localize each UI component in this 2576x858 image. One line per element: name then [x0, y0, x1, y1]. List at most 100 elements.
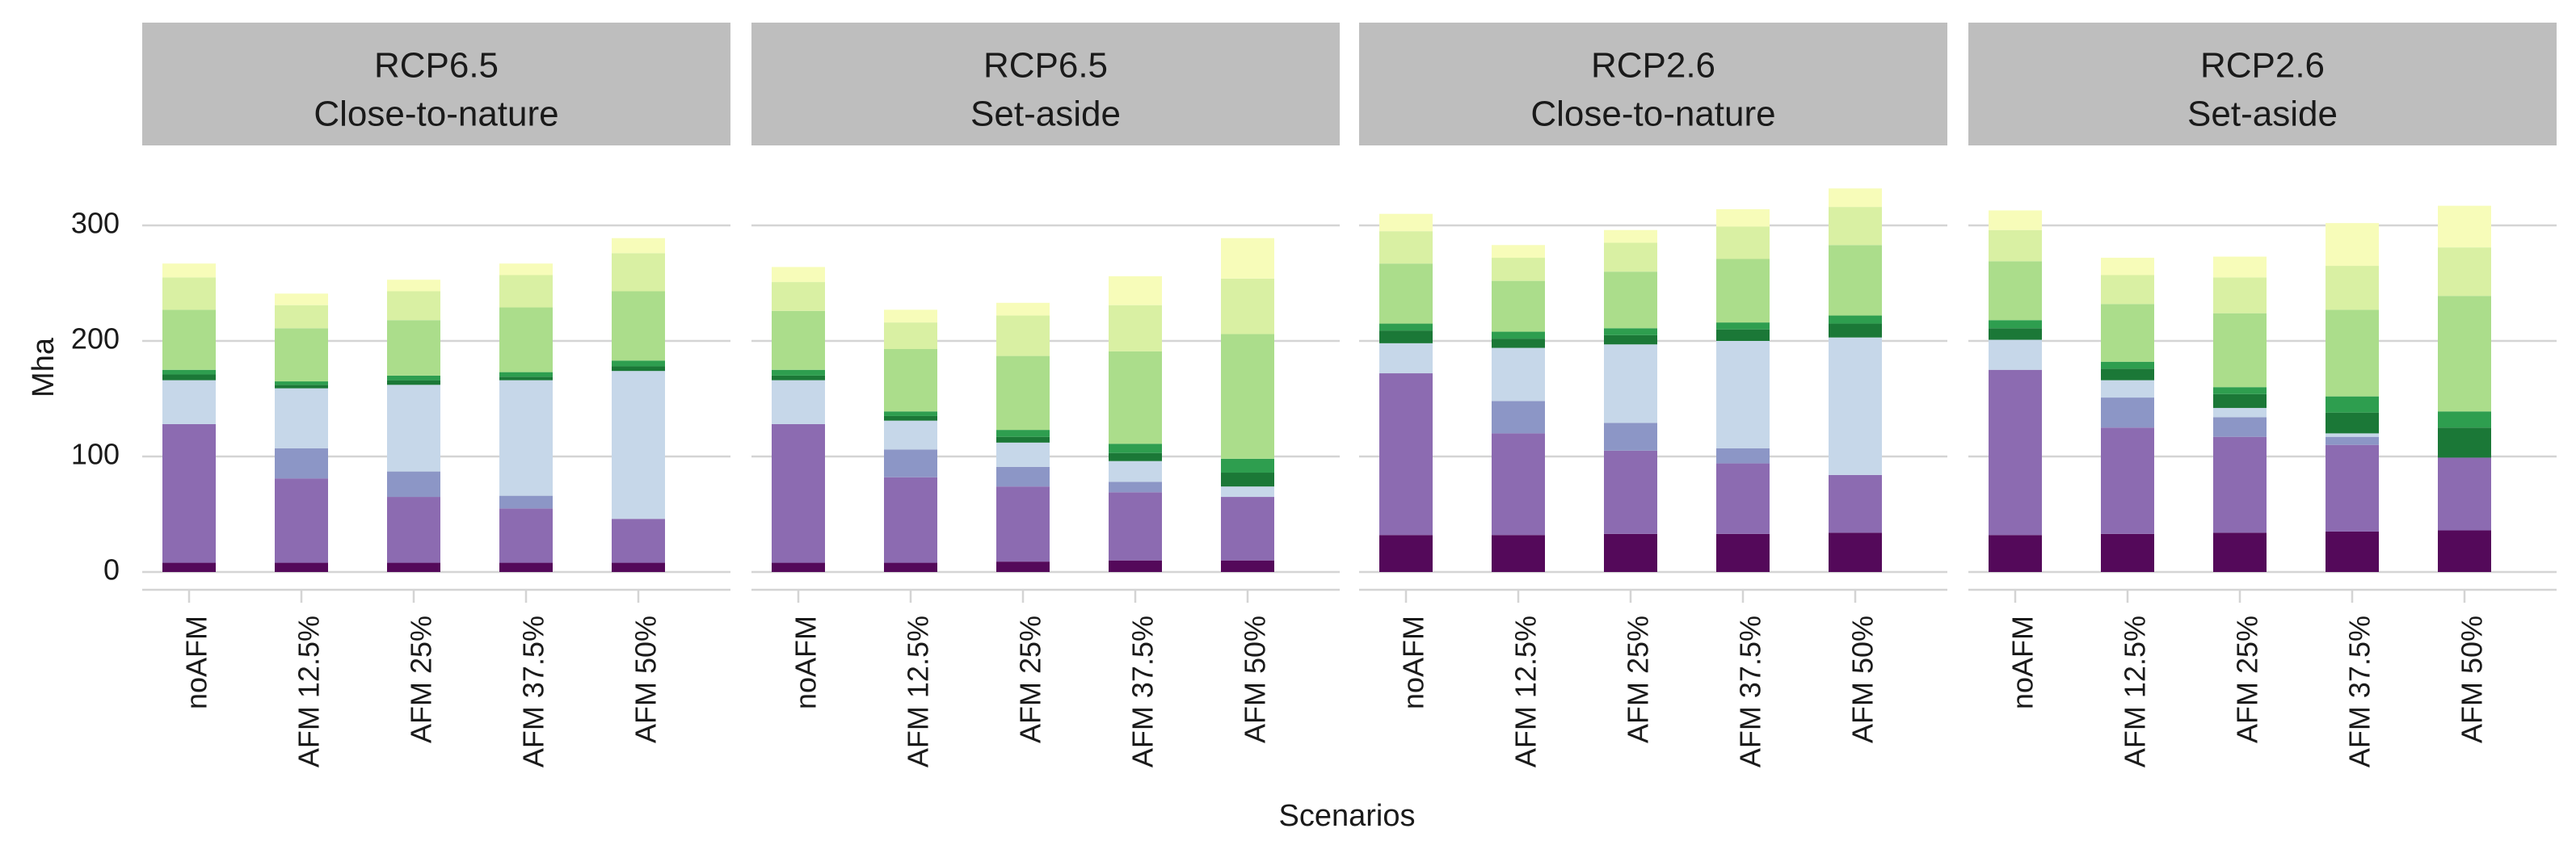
bar-segment	[1989, 535, 2042, 572]
bar-segment	[275, 328, 328, 382]
x-tick-label: AFM 50%	[2456, 616, 2489, 743]
bar-segment	[772, 380, 825, 424]
y-tick-label: 300	[71, 207, 120, 240]
bar-segment	[1109, 452, 1162, 461]
bar-segment	[1492, 347, 1545, 402]
bar-segment	[2326, 396, 2379, 413]
x-tick-label: AFM 37.5%	[1734, 616, 1767, 768]
bar-segment	[1492, 280, 1545, 332]
bar-segment	[275, 293, 328, 305]
bar-segment	[387, 471, 440, 498]
facet-title-line2: Set-aside	[970, 95, 1121, 134]
bar-segment	[275, 388, 328, 448]
bar-segment	[162, 423, 216, 563]
bar-segment	[2213, 407, 2267, 418]
bar-segment	[1492, 433, 1545, 536]
bar-segment	[1604, 533, 1657, 572]
facet-strip	[1968, 23, 2557, 145]
bar-segment	[612, 366, 665, 372]
bar-segment	[2326, 433, 2379, 437]
bar-segment	[1716, 226, 1770, 259]
bar-segment	[275, 562, 328, 572]
bar-segment	[2326, 436, 2379, 445]
bar-segment	[2213, 417, 2267, 437]
bar-segment	[1829, 337, 1882, 475]
facet-title-line2: Close-to-nature	[1530, 95, 1775, 134]
bar-segment	[612, 519, 665, 563]
bar-segment	[996, 430, 1050, 437]
bar-segment	[387, 280, 440, 292]
y-tick-label: 200	[71, 322, 120, 355]
bar-segment	[275, 381, 328, 385]
x-tick-label: noAFM	[789, 616, 823, 709]
bar-segment	[1379, 263, 1433, 324]
bar-segment	[1604, 242, 1657, 272]
facet-strips: RCP6.5 Close-to-nature RCP6.5 Set-aside RCP2…	[142, 23, 2557, 145]
bar-segment	[1989, 369, 2042, 536]
bar-segment	[884, 309, 937, 323]
bar-segment	[2438, 205, 2491, 248]
bar-segment	[996, 486, 1050, 562]
bar-segment	[2101, 380, 2154, 398]
bar-segment	[884, 349, 937, 412]
bar-segment	[772, 267, 825, 283]
bar-segment	[1109, 275, 1162, 305]
bar-segment	[1492, 339, 1545, 348]
facet-title-line2: Set-aside	[2187, 95, 2338, 134]
bar-segment	[1492, 245, 1545, 259]
bar-segment	[1604, 423, 1657, 451]
bar-segment	[387, 375, 440, 381]
bar-segment	[162, 309, 216, 370]
bar-segment	[772, 423, 825, 563]
bar-segment	[884, 562, 937, 572]
x-tick-label: AFM 25%	[1014, 616, 1047, 743]
bar-segment	[1109, 305, 1162, 351]
bar-segment	[2101, 361, 2154, 369]
bar-segment	[884, 420, 937, 450]
y-axis-label: Mha	[27, 337, 61, 397]
bar-segment	[1829, 245, 1882, 316]
bar-segment	[1492, 401, 1545, 434]
bar-segment	[1379, 373, 1433, 536]
bar-segment	[2101, 304, 2154, 362]
bar-segment	[387, 380, 440, 385]
bar-segment	[1829, 532, 1882, 572]
bar-segment	[1989, 320, 2042, 329]
bar-segment	[1829, 323, 1882, 338]
bar-segment	[2438, 427, 2491, 458]
bar-segment	[1829, 188, 1882, 208]
bar-segment	[1379, 330, 1433, 343]
bar-segment	[2213, 393, 2267, 408]
bar-segment	[612, 360, 665, 367]
bar-segment	[2101, 368, 2154, 381]
bar-segment	[1604, 450, 1657, 534]
bars	[162, 188, 2491, 572]
bar-segment	[2213, 313, 2267, 388]
bar-segment	[1829, 474, 1882, 533]
bar-segment	[1492, 331, 1545, 339]
bar-segment	[2326, 266, 2379, 310]
bar-segment	[2438, 247, 2491, 297]
bar-segment	[1989, 339, 2042, 370]
bar-segment	[1221, 238, 1274, 279]
bar-segment	[996, 561, 1050, 572]
bar-segment	[1716, 329, 1770, 341]
bar-segment	[884, 477, 937, 563]
bar-segment	[996, 355, 1050, 431]
bar-segment	[2438, 530, 2491, 572]
bar-segment	[1379, 213, 1433, 232]
bar-segment	[499, 275, 553, 308]
bar-segment	[387, 385, 440, 472]
bar-segment	[499, 372, 553, 377]
bar-segment	[2101, 427, 2154, 534]
bar-segment	[772, 562, 825, 572]
bar-segment	[387, 291, 440, 321]
x-tick-label: noAFM	[180, 616, 213, 709]
bar-segment	[2326, 444, 2379, 532]
x-tick-label: AFM 37.5%	[1126, 616, 1160, 768]
bar-segment	[1716, 259, 1770, 323]
facet-strip	[142, 23, 730, 145]
bar-segment	[996, 436, 1050, 443]
bar-segment	[387, 497, 440, 563]
